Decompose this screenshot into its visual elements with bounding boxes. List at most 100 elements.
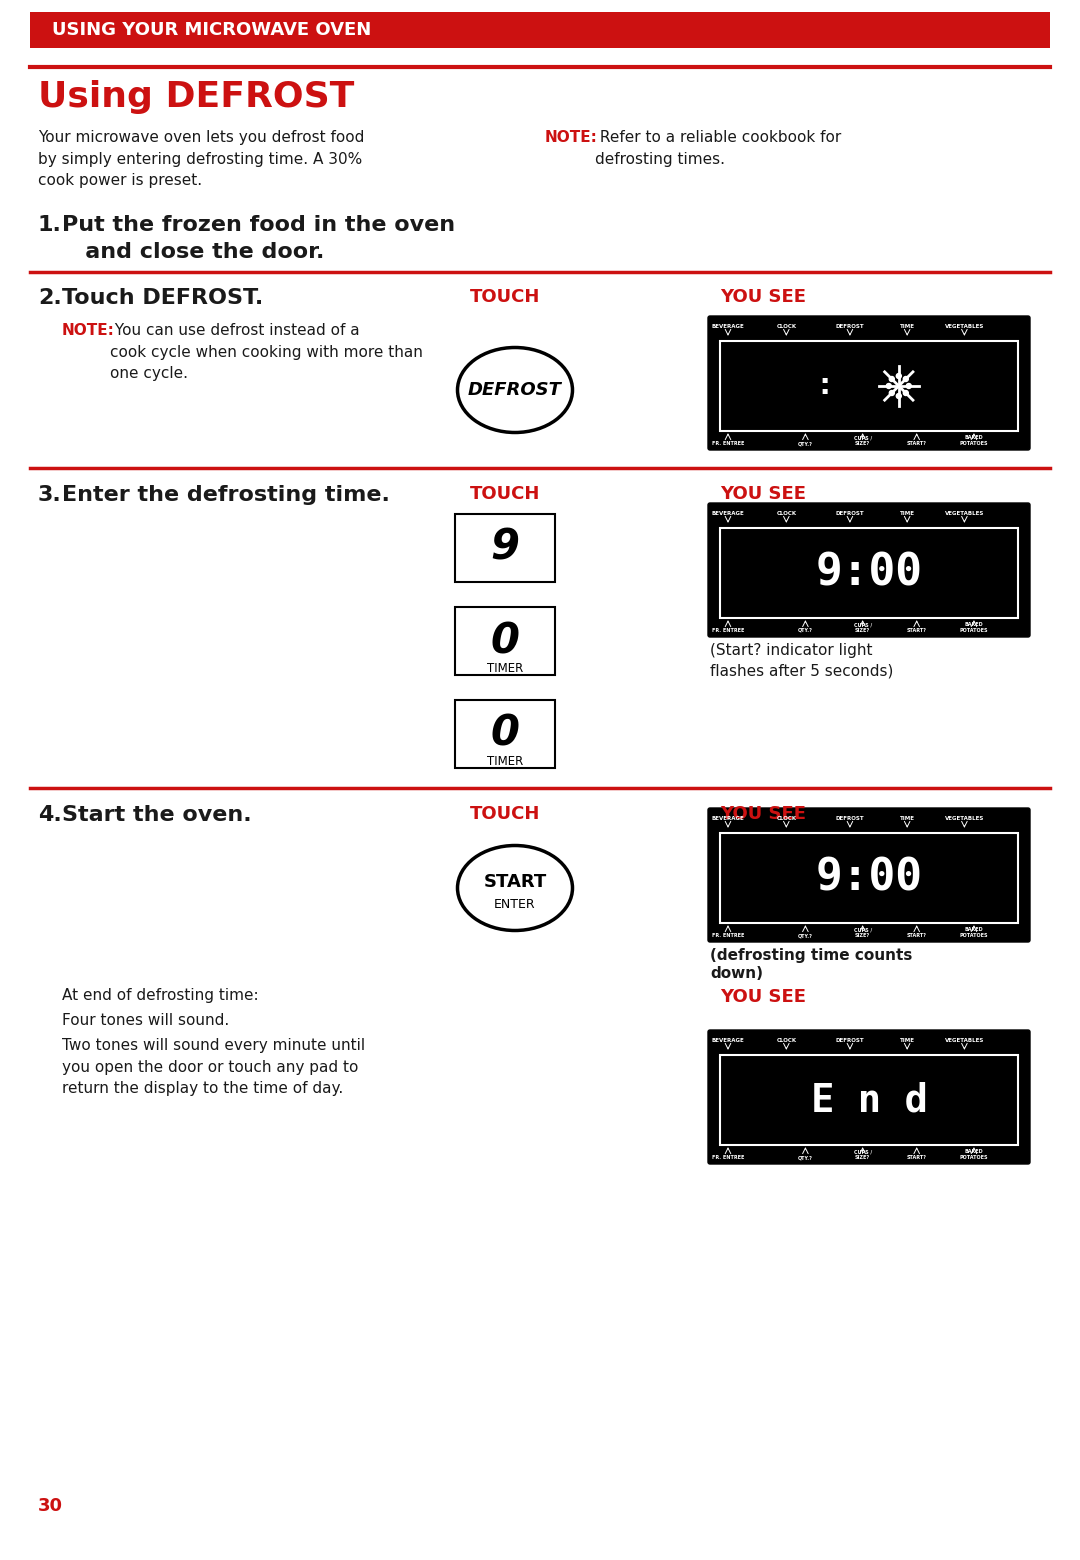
Bar bbox=[720, 1055, 1018, 1145]
Text: Four tones will sound.: Four tones will sound. bbox=[62, 1012, 229, 1028]
Text: :: : bbox=[815, 371, 834, 401]
Text: CLOCK: CLOCK bbox=[777, 816, 796, 821]
Text: 0: 0 bbox=[490, 619, 519, 661]
Bar bbox=[720, 342, 1018, 431]
Bar bbox=[30, 12, 1050, 48]
Text: Refer to a reliable cookbook for
defrosting times.: Refer to a reliable cookbook for defrost… bbox=[595, 129, 841, 167]
Text: VEGETABLES: VEGETABLES bbox=[945, 324, 984, 329]
Circle shape bbox=[896, 393, 902, 398]
Text: Two tones will sound every minute until
you open the door or touch any pad to
re: Two tones will sound every minute until … bbox=[62, 1037, 365, 1097]
FancyBboxPatch shape bbox=[708, 317, 1030, 449]
Text: NOTE:: NOTE: bbox=[62, 323, 114, 339]
Text: Touch DEFROST.: Touch DEFROST. bbox=[62, 289, 264, 307]
Circle shape bbox=[896, 373, 902, 379]
Text: CUPS /
SIZE?: CUPS / SIZE? bbox=[853, 927, 872, 938]
Text: FR. ENTREE: FR. ENTREE bbox=[712, 1154, 744, 1161]
Circle shape bbox=[906, 384, 912, 388]
Text: Put the frozen food in the oven
   and close the door.: Put the frozen food in the oven and clos… bbox=[62, 215, 455, 262]
Text: BAKED
POTATOES: BAKED POTATOES bbox=[960, 1150, 988, 1161]
Ellipse shape bbox=[458, 348, 572, 432]
Text: START?: START? bbox=[907, 629, 927, 633]
Text: VEGETABLES: VEGETABLES bbox=[945, 816, 984, 821]
Text: DEFROST: DEFROST bbox=[836, 324, 864, 329]
FancyBboxPatch shape bbox=[455, 607, 555, 675]
Text: CLOCK: CLOCK bbox=[777, 1037, 796, 1044]
Text: 9: 9 bbox=[490, 527, 519, 569]
Text: YOU SEE: YOU SEE bbox=[720, 485, 806, 502]
Text: 9:00: 9:00 bbox=[815, 552, 922, 594]
Text: At end of defrosting time:: At end of defrosting time: bbox=[62, 987, 258, 1003]
Text: TIMER: TIMER bbox=[487, 755, 523, 768]
Text: DEFROST: DEFROST bbox=[836, 512, 864, 516]
Text: TIME: TIME bbox=[900, 512, 915, 516]
Bar bbox=[720, 527, 1018, 618]
Text: DEFROST: DEFROST bbox=[836, 816, 864, 821]
Text: Using DEFROST: Using DEFROST bbox=[38, 80, 354, 114]
Text: FR. ENTREE: FR. ENTREE bbox=[712, 629, 744, 633]
Text: You can use defrost instead of a
cook cycle when cooking with more than
one cycl: You can use defrost instead of a cook cy… bbox=[110, 323, 423, 381]
Text: QTY.?: QTY.? bbox=[798, 1154, 813, 1161]
Text: (Start? indicator light
flashes after 5 seconds): (Start? indicator light flashes after 5 … bbox=[710, 643, 893, 679]
Text: START?: START? bbox=[907, 1154, 927, 1161]
Ellipse shape bbox=[458, 846, 572, 930]
FancyBboxPatch shape bbox=[455, 700, 555, 768]
Text: QTY.?: QTY.? bbox=[798, 629, 813, 633]
Text: 9:00: 9:00 bbox=[815, 856, 922, 900]
Text: TIME: TIME bbox=[900, 816, 915, 821]
Text: CLOCK: CLOCK bbox=[777, 324, 796, 329]
Text: 2.: 2. bbox=[38, 289, 62, 307]
FancyBboxPatch shape bbox=[708, 1030, 1030, 1164]
Text: 30: 30 bbox=[38, 1498, 63, 1515]
Text: TOUCH: TOUCH bbox=[470, 289, 540, 306]
Text: down): down) bbox=[710, 966, 762, 981]
Text: TOUCH: TOUCH bbox=[470, 805, 540, 824]
Circle shape bbox=[903, 390, 908, 396]
Text: DEFROST: DEFROST bbox=[836, 1037, 864, 1044]
Text: CUPS /
SIZE?: CUPS / SIZE? bbox=[853, 435, 872, 446]
Text: CUPS /
SIZE?: CUPS / SIZE? bbox=[853, 622, 872, 633]
Circle shape bbox=[903, 376, 908, 382]
Text: YOU SEE: YOU SEE bbox=[720, 805, 806, 824]
Text: Your microwave oven lets you defrost food
by simply entering defrosting time. A : Your microwave oven lets you defrost foo… bbox=[38, 129, 364, 189]
Text: FR. ENTREE: FR. ENTREE bbox=[712, 933, 744, 938]
Text: BAKED
POTATOES: BAKED POTATOES bbox=[960, 927, 988, 938]
Text: TOUCH: TOUCH bbox=[470, 485, 540, 502]
FancyBboxPatch shape bbox=[455, 513, 555, 582]
Text: Enter the defrosting time.: Enter the defrosting time. bbox=[62, 485, 390, 505]
Text: CLOCK: CLOCK bbox=[777, 512, 796, 516]
Text: START?: START? bbox=[907, 933, 927, 938]
Circle shape bbox=[889, 376, 894, 382]
Text: START?: START? bbox=[907, 441, 927, 446]
FancyBboxPatch shape bbox=[708, 502, 1030, 636]
Text: 0: 0 bbox=[490, 713, 519, 755]
Text: QTY.?: QTY.? bbox=[798, 933, 813, 938]
Text: USING YOUR MICROWAVE OVEN: USING YOUR MICROWAVE OVEN bbox=[52, 20, 372, 39]
Text: BAKED
POTATOES: BAKED POTATOES bbox=[960, 622, 988, 633]
Text: 4.: 4. bbox=[38, 805, 62, 825]
Text: DEFROST: DEFROST bbox=[468, 381, 562, 399]
Text: TIME: TIME bbox=[900, 324, 915, 329]
Text: CUPS /
SIZE?: CUPS / SIZE? bbox=[853, 1150, 872, 1161]
Text: VEGETABLES: VEGETABLES bbox=[945, 512, 984, 516]
Text: VEGETABLES: VEGETABLES bbox=[945, 1037, 984, 1044]
Text: BEVERAGE: BEVERAGE bbox=[712, 1037, 744, 1044]
Text: FR. ENTREE: FR. ENTREE bbox=[712, 441, 744, 446]
Text: YOU SEE: YOU SEE bbox=[720, 987, 806, 1006]
Text: NOTE:: NOTE: bbox=[545, 129, 598, 145]
Text: E n d: E n d bbox=[811, 1081, 928, 1119]
FancyBboxPatch shape bbox=[708, 808, 1030, 942]
Text: Start the oven.: Start the oven. bbox=[62, 805, 252, 825]
Text: ENTER: ENTER bbox=[495, 899, 536, 911]
Circle shape bbox=[889, 390, 894, 396]
Bar bbox=[720, 833, 1018, 924]
Text: START: START bbox=[484, 874, 546, 891]
Text: YOU SEE: YOU SEE bbox=[720, 289, 806, 306]
Text: QTY.?: QTY.? bbox=[798, 441, 813, 446]
Text: BEVERAGE: BEVERAGE bbox=[712, 512, 744, 516]
Text: TIME: TIME bbox=[900, 1037, 915, 1044]
Text: BAKED
POTATOES: BAKED POTATOES bbox=[960, 435, 988, 446]
Text: 3.: 3. bbox=[38, 485, 62, 505]
Text: (defrosting time counts: (defrosting time counts bbox=[710, 948, 913, 963]
Text: 1.: 1. bbox=[38, 215, 62, 236]
Text: TIMER: TIMER bbox=[487, 661, 523, 675]
